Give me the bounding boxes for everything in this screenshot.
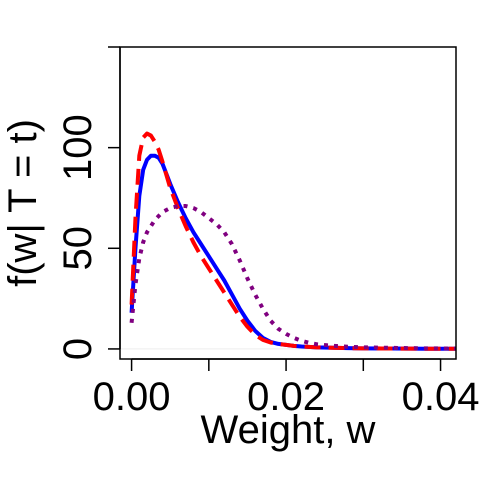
x-axis-title: Weight, w	[201, 408, 376, 452]
y-tick-label: 100	[56, 114, 100, 181]
x-tick-label: 0.00	[93, 375, 171, 419]
y-axis: 0 50 100	[56, 46, 121, 360]
x-tick-label: 0.02	[247, 375, 325, 419]
series-line-1	[129, 153, 456, 351]
x-axis: 0.00 0.02 0.04	[93, 358, 480, 419]
plot-background	[120, 47, 456, 359]
y-tick-label: 0	[56, 338, 100, 360]
y-tick-label: 50	[56, 226, 100, 270]
y-axis-title: f(w| T = t)	[1, 119, 45, 287]
series-line-3	[129, 204, 457, 351]
x-tick-label: 0.04	[402, 375, 480, 419]
series-layer	[129, 131, 457, 351]
series-line-2	[129, 131, 456, 351]
